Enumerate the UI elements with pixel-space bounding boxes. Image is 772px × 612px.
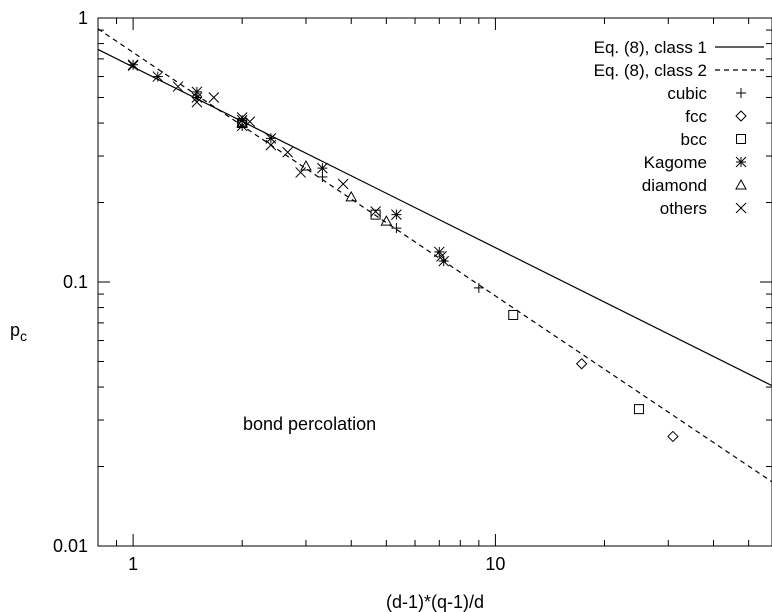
marker-shape: [300, 159, 312, 171]
marker-shape: [380, 215, 393, 226]
data-point-bcc: [508, 309, 519, 320]
data-point-others: [370, 206, 381, 217]
data-point-cubic: [473, 282, 484, 293]
marker-stroke: [236, 112, 248, 123]
marker-stroke: [244, 116, 256, 127]
marker-stroke: [391, 209, 402, 220]
data-point-fcc: [667, 430, 679, 443]
data-point-bcc: [370, 209, 381, 220]
data-point-others: [127, 60, 139, 71]
legend-label-class-1: Eq. (8), class 1: [594, 38, 707, 57]
marker-shape: [236, 117, 249, 128]
data-point-kagome: [152, 71, 164, 82]
marker-shape: [633, 404, 644, 415]
points-layer: [127, 59, 679, 443]
legend-marker-bcc: [736, 134, 746, 144]
data-point-kagome: [433, 246, 445, 258]
data-point-kagome: [127, 59, 139, 71]
y-axis-label-sub: c: [20, 328, 27, 344]
marker-shape: [508, 309, 519, 320]
marker-stroke: [265, 139, 277, 151]
data-point-kagome: [191, 92, 203, 103]
legend-marker-fcc: [735, 110, 747, 122]
data-point-others: [436, 251, 447, 262]
data-point-cubic: [391, 223, 402, 234]
data-point-others: [295, 167, 306, 178]
data-point-fcc: [575, 358, 588, 370]
marker-stroke: [127, 60, 139, 71]
marker-stroke: [127, 59, 139, 71]
marker-shape: [370, 209, 381, 220]
data-point-diamond: [236, 117, 249, 128]
marker-stroke: [295, 167, 306, 178]
marker-stroke: [436, 251, 447, 262]
marker-stroke: [191, 86, 203, 98]
data-point-others: [236, 112, 248, 123]
legend-label-cubic: cubic: [667, 84, 707, 103]
fit-line-class-1: [97, 48, 772, 387]
marker-shape: [345, 190, 358, 202]
legend-label-class-2: Eq. (8), class 2: [594, 61, 707, 80]
x-axis-label: (d-1)*(q-1)/d: [386, 592, 484, 612]
fit-line-class-2: [97, 28, 772, 483]
marker-stroke: [735, 156, 747, 168]
marker-stroke: [172, 81, 184, 92]
lines-layer: [97, 28, 772, 483]
marker-stroke: [337, 178, 349, 190]
data-point-kagome: [236, 120, 248, 132]
data-point-diamond: [300, 159, 312, 171]
marker-shape: [667, 430, 679, 443]
marker-shape: [736, 134, 746, 144]
data-point-diamond: [345, 190, 358, 202]
legend-marker-kagome: [735, 156, 747, 168]
data-point-kagome: [391, 209, 402, 220]
legend-marker-diamond: [735, 178, 747, 190]
legend-label-others: others: [660, 199, 707, 218]
legend-label-fcc: fcc: [685, 107, 707, 126]
marker-shape: [575, 358, 588, 370]
x-tick-label: 1: [128, 554, 138, 574]
data-point-bcc: [633, 404, 644, 415]
data-point-cubic: [317, 171, 328, 182]
ticks-layer: 1 10 0.01 0.1 1: [53, 8, 772, 574]
marker-stroke: [152, 71, 164, 82]
legend-marker-others: [735, 202, 747, 214]
legend: Eq. (8), class 1 Eq. (8), class 2 cubic fcc…: [594, 38, 764, 218]
data-point-others: [191, 96, 203, 108]
data-point-others: [337, 178, 349, 190]
y-axis-label-main: p: [10, 320, 20, 340]
marker-shape: [735, 110, 747, 122]
marker-stroke: [735, 202, 747, 214]
legend-label-kagome: Kagome: [644, 153, 707, 172]
marker-stroke: [433, 246, 445, 258]
data-point-others: [172, 81, 184, 92]
marker-stroke: [208, 92, 220, 103]
legend-label-bcc: bcc: [681, 130, 708, 149]
data-point-others: [208, 92, 220, 103]
legend-label-diamond: diamond: [642, 176, 707, 195]
marker-stroke: [282, 146, 293, 158]
data-point-others: [244, 116, 256, 127]
legend-marker-cubic: [736, 88, 746, 98]
marker-stroke: [191, 96, 203, 108]
y-tick-label: 0.01: [53, 536, 88, 556]
annotation-bond-percolation: bond percolation: [243, 414, 376, 434]
y-tick-label: 0.1: [63, 272, 88, 292]
data-point-kagome: [317, 162, 328, 174]
data-point-others: [282, 146, 293, 158]
y-axis-label: pc: [10, 320, 27, 344]
y-tick-label: 1: [78, 8, 88, 28]
data-point-diamond: [380, 215, 393, 226]
marker-stroke: [236, 120, 248, 132]
marker-shape: [735, 178, 747, 190]
marker-stroke: [370, 206, 381, 217]
data-point-kagome: [191, 86, 203, 98]
x-tick-label: 10: [485, 554, 505, 574]
marker-stroke: [438, 255, 450, 267]
marker-stroke: [317, 162, 328, 174]
data-point-others: [265, 139, 277, 151]
marker-stroke: [191, 92, 203, 103]
